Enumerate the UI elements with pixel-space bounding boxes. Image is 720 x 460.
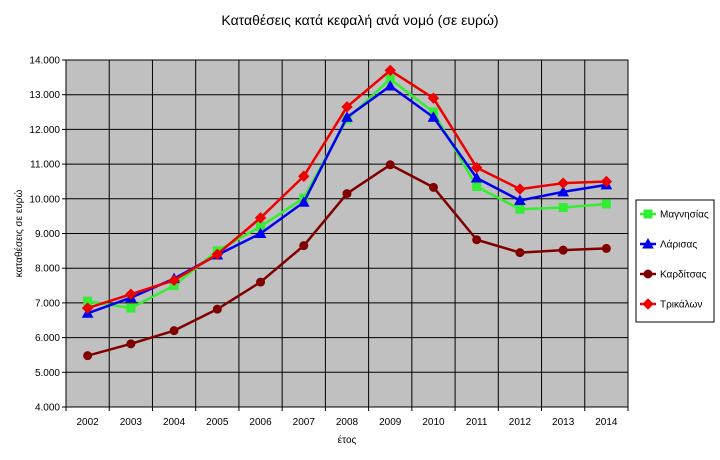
x-axis-label: έτος bbox=[338, 434, 357, 446]
data-point-series-1 bbox=[515, 204, 525, 214]
x-tick-label: 2002 bbox=[76, 417, 99, 428]
data-point-series-3 bbox=[558, 245, 568, 255]
x-tick-label: 2004 bbox=[163, 417, 186, 428]
x-tick-label: 2009 bbox=[379, 417, 402, 428]
legend-label: Τρικάλων bbox=[660, 299, 702, 311]
legend-marker bbox=[642, 237, 654, 249]
data-point-series-4 bbox=[341, 101, 353, 113]
data-point-series-3 bbox=[169, 326, 179, 336]
data-point-series-1 bbox=[558, 202, 568, 212]
x-tick-label: 2014 bbox=[595, 417, 618, 428]
data-point-series-3 bbox=[385, 160, 395, 170]
y-tick-label: 5.000 bbox=[35, 368, 60, 379]
y-tick-label: 13.000 bbox=[29, 90, 60, 101]
legend-marker bbox=[643, 209, 653, 219]
y-tick-label: 11.000 bbox=[30, 160, 60, 171]
y-tick-label: 4.000 bbox=[35, 403, 60, 414]
data-point-series-4 bbox=[470, 161, 483, 174]
x-tick-label: 2005 bbox=[206, 417, 229, 428]
data-point-series-4 bbox=[298, 170, 310, 182]
y-tick-label: 12.000 bbox=[29, 125, 60, 136]
x-tick-label: 2011 bbox=[466, 417, 488, 428]
legend-marker bbox=[642, 298, 654, 310]
data-point-series-3 bbox=[256, 277, 266, 287]
y-tick-label: 8.000 bbox=[35, 264, 60, 275]
data-point-series-1 bbox=[126, 303, 136, 313]
data-point-series-3 bbox=[342, 189, 352, 199]
x-tick-label: 2003 bbox=[120, 417, 143, 428]
data-point-series-2 bbox=[427, 111, 440, 122]
data-point-series-4 bbox=[125, 288, 137, 300]
data-point-series-4 bbox=[427, 92, 440, 104]
data-point-series-1 bbox=[601, 199, 611, 209]
legend-label: Μαγνησίας bbox=[660, 209, 709, 221]
data-point-series-3 bbox=[428, 182, 438, 192]
data-point-series-3 bbox=[212, 304, 222, 314]
x-tick-label: 2008 bbox=[336, 417, 359, 428]
legend-label: Λάρισας bbox=[660, 239, 697, 251]
data-point-series-2 bbox=[514, 194, 526, 206]
data-point-series-3 bbox=[472, 235, 482, 245]
y-tick-label: 7.000 bbox=[35, 298, 60, 309]
data-point-series-3 bbox=[126, 339, 136, 349]
data-point-series-4 bbox=[384, 64, 396, 77]
legend-label: Καρδίτσας bbox=[660, 269, 707, 281]
data-point-series-2 bbox=[254, 227, 267, 238]
chart-title: Καταθέσεις κατά κεφαλή ανά νομό (σε ευρώ… bbox=[221, 12, 499, 28]
y-tick-label: 6.000 bbox=[35, 333, 60, 344]
data-point-series-4 bbox=[211, 248, 224, 261]
data-point-series-2 bbox=[297, 196, 310, 207]
data-point-series-1 bbox=[472, 182, 482, 192]
x-tick-label: 2006 bbox=[249, 417, 272, 428]
data-point-series-2 bbox=[557, 185, 570, 197]
data-point-series-3 bbox=[299, 241, 309, 251]
data-point-series-2 bbox=[470, 171, 483, 183]
y-tick-label: 14.000 bbox=[29, 56, 60, 67]
data-point-series-3 bbox=[601, 243, 611, 253]
y-tick-label: 9.000 bbox=[35, 229, 60, 240]
y-axis-label: καταθέσεις σε ευρώ bbox=[13, 190, 25, 278]
x-tick-label: 2010 bbox=[422, 417, 445, 428]
data-point-series-2 bbox=[384, 79, 397, 91]
data-point-series-4 bbox=[168, 274, 180, 287]
x-tick-label: 2007 bbox=[293, 417, 316, 428]
data-point-series-4 bbox=[514, 183, 526, 195]
legend-marker bbox=[643, 269, 653, 279]
x-tick-label: 2012 bbox=[509, 417, 532, 428]
data-point-series-2 bbox=[341, 111, 353, 122]
x-tick-label: 2013 bbox=[552, 417, 575, 428]
data-point-series-3 bbox=[83, 351, 93, 361]
y-tick-label: 10.000 bbox=[29, 194, 60, 205]
data-point-series-4 bbox=[81, 302, 94, 314]
data-point-series-3 bbox=[515, 248, 525, 258]
data-point-series-4 bbox=[254, 212, 267, 224]
data-point-series-4 bbox=[600, 175, 613, 188]
data-point-series-4 bbox=[557, 177, 569, 189]
